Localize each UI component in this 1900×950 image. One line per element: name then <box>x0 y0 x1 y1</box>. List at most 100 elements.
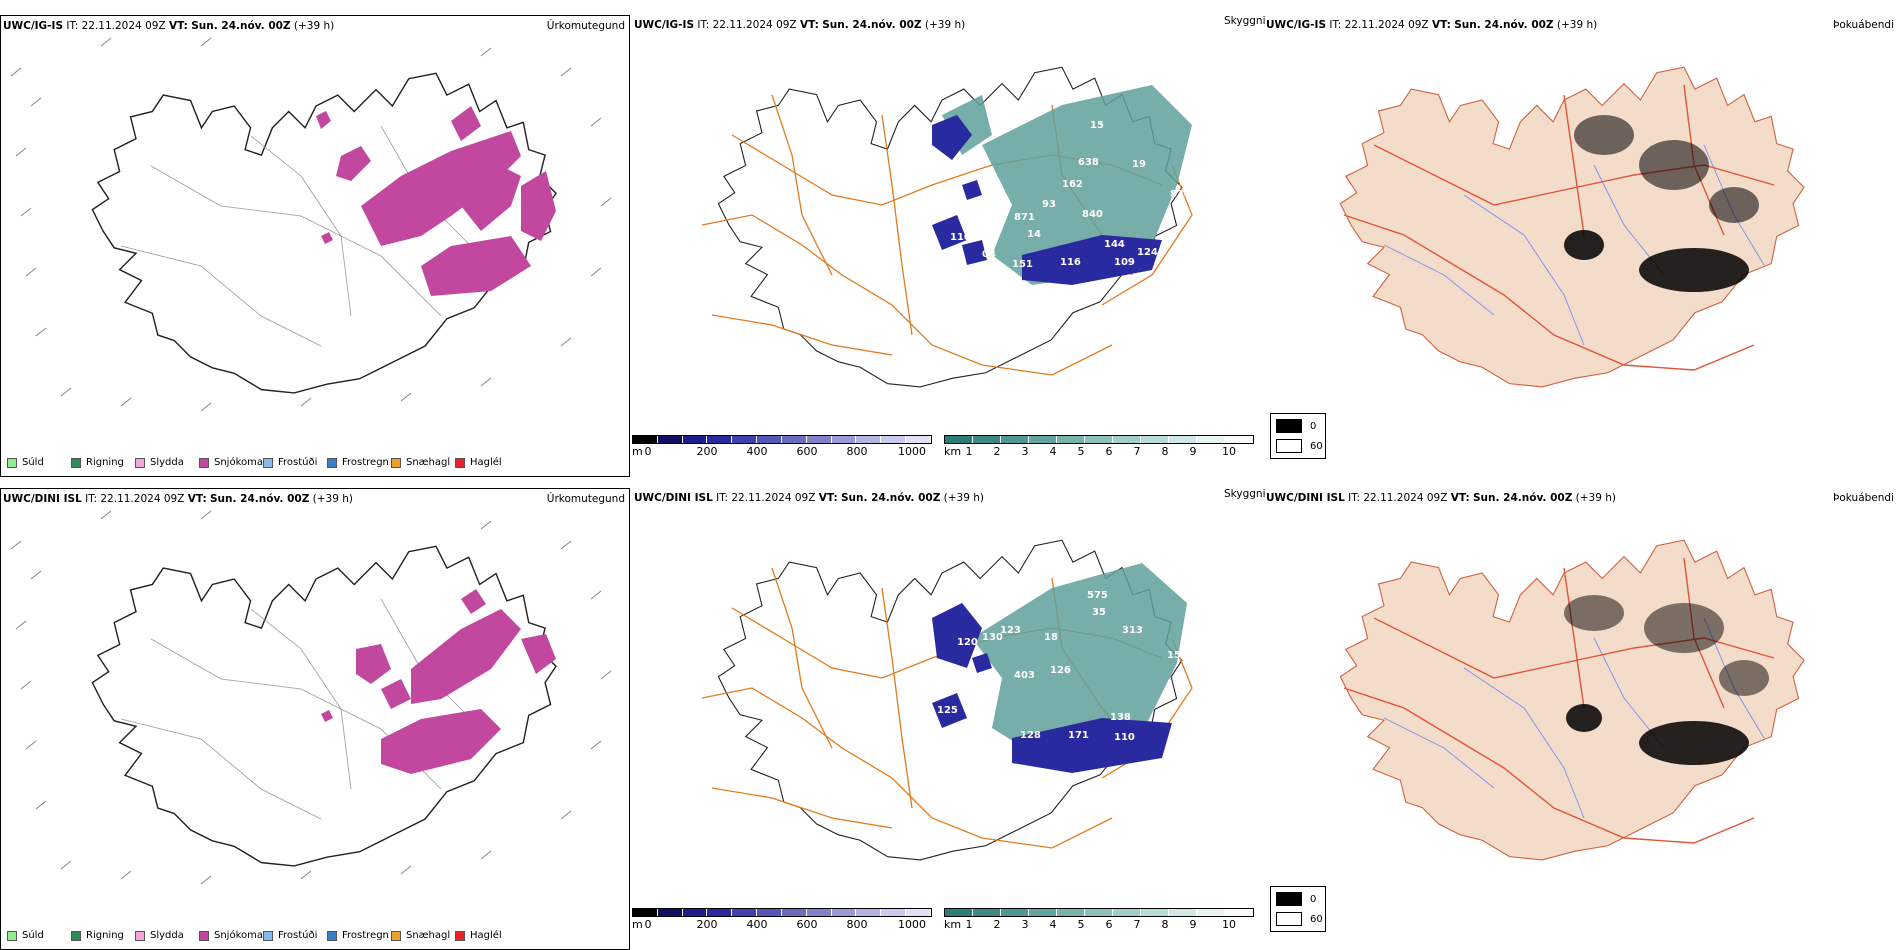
colorbar-tick: 10 <box>1222 918 1236 931</box>
legend-item: Haglél <box>455 930 515 941</box>
legend-item: Frostúði <box>263 457 323 468</box>
colorbar-tick: 3 <box>1021 445 1029 458</box>
colorbar-swatch <box>1057 909 1085 916</box>
map-label: 171 <box>1068 730 1089 741</box>
map-label: 04 <box>982 249 996 260</box>
map-label: 109 <box>1114 257 1135 268</box>
colorbar-swatch <box>831 436 857 443</box>
map-label: 840 <box>1082 209 1103 220</box>
colorbar-swatch <box>945 909 973 916</box>
legend-swatch <box>391 457 401 468</box>
map-label: 12 <box>952 157 966 168</box>
map-label: 110 <box>950 232 971 243</box>
legend-item: Rigning <box>71 457 131 468</box>
map-label: 120 <box>957 637 978 648</box>
colorbar-swatch <box>682 436 708 443</box>
map-label: 93 <box>1042 199 1056 210</box>
fog-legend-swatch <box>1276 892 1302 906</box>
colorbar-tick: 1 <box>965 445 973 458</box>
map-label: 18 <box>1044 632 1058 643</box>
precip-legend: Súld Rigning Slydda Snjókoma Frostúði Fr… <box>7 930 519 941</box>
cloud-map: 575 35 313 10 123 130 18 403 126 125 128… <box>701 539 1193 861</box>
colorbar-swatch <box>633 909 658 916</box>
panel-title: Skyggni <box>1224 15 1266 27</box>
colorbar-swatches <box>944 435 1254 444</box>
panel-title: Úrkomutegund <box>546 493 625 505</box>
map-label: 871 <box>1014 212 1035 223</box>
precip-map <box>10 510 612 885</box>
legend-item: Súld <box>7 457 67 468</box>
map-label: 14 <box>1027 229 1041 240</box>
colorbar-swatch <box>1057 436 1085 443</box>
legend-swatch <box>263 930 273 941</box>
legend-item: Súld <box>7 930 67 941</box>
colorbar-tick: 10 <box>1222 445 1236 458</box>
ceiling-colorbar: m 0 200 400 600 800 1000 <box>632 908 932 931</box>
legend-item: Frostregn <box>327 930 389 941</box>
visibility-colorbar: km 1 2 3 4 5 6 7 8 9 10 <box>944 435 1254 458</box>
colorbar-tick: 0 <box>644 445 652 458</box>
map-label: 125 <box>937 705 958 716</box>
colorbar-tick: 8 <box>1161 918 1169 931</box>
colorbar-tick: 4 <box>1049 445 1057 458</box>
fog-panel-row2: UWC/DINI ISL IT: 22.11.2024 09Z VT: Sun.… <box>1264 488 1894 950</box>
precip-panel-row2: UWC/DINI ISL IT: 22.11.2024 09Z VT: Sun.… <box>0 488 630 950</box>
map-label: 19 <box>1132 159 1146 170</box>
colorbar-swatch <box>881 909 907 916</box>
colorbar-tick: 600 <box>796 918 818 931</box>
colorbar-tick: 9 <box>1189 445 1197 458</box>
colorbar-swatch <box>781 436 807 443</box>
colorbar-tick: 2 <box>993 918 1001 931</box>
map-label: 575 <box>1087 590 1108 601</box>
legend-swatch <box>135 930 145 941</box>
map-label: 313 <box>1122 625 1143 636</box>
precip-legend: Súld Rigning Slydda Snjókoma Frostúði Fr… <box>7 457 519 468</box>
colorbar-swatches <box>632 435 932 444</box>
precip-map <box>10 37 612 412</box>
colorbar-tick: 400 <box>746 445 768 458</box>
legend-swatch <box>391 930 401 941</box>
colorbar-tick: 1000 <box>898 918 926 931</box>
map-label: 130 <box>982 632 1003 643</box>
colorbar-tick: 7 <box>1133 918 1141 931</box>
colorbar-swatch <box>806 436 832 443</box>
panel-header: UWC/DINI ISL IT: 22.11.2024 09Z VT: Sun.… <box>3 493 354 505</box>
colorbar-swatch <box>757 436 782 443</box>
colorbar-swatch <box>732 436 758 443</box>
fog-map <box>1339 539 1805 861</box>
legend-swatch <box>7 457 17 468</box>
map-label: 162 <box>1062 179 1083 190</box>
colorbar-swatch <box>1001 909 1029 916</box>
colorbar-swatch <box>707 436 733 443</box>
fog-legend-swatch <box>1276 439 1302 453</box>
legend-swatch <box>135 457 145 468</box>
map-label: 116 <box>1060 257 1081 268</box>
legend-item: Snæhagl <box>391 930 451 941</box>
colorbar-swatch <box>1169 436 1197 443</box>
fog-legend-row: 0 <box>1276 892 1316 906</box>
colorbar-tick: 3 <box>1021 918 1029 931</box>
colorbar-swatch <box>1197 436 1225 443</box>
legend-swatch <box>7 930 17 941</box>
map-label: 110 <box>1114 732 1135 743</box>
legend-swatch <box>71 457 81 468</box>
fog-legend-row: 0 <box>1276 419 1316 433</box>
map-label: 638 <box>1078 157 1099 168</box>
legend-item: Frostúði <box>263 930 323 941</box>
map-label: 403 <box>1014 670 1035 681</box>
colorbar-swatch <box>1085 436 1113 443</box>
panel-header: UWC/IG-IS IT: 22.11.2024 09Z VT: Sun. 24… <box>3 20 335 32</box>
colorbar-unit: km <box>944 445 962 458</box>
colorbar-swatch <box>1085 909 1113 916</box>
legend-swatch <box>327 930 337 941</box>
colorbar-tick: 1000 <box>898 445 926 458</box>
map-label: 126 <box>1050 665 1071 676</box>
colorbar-tick: 200 <box>696 918 718 931</box>
colorbar-swatch <box>1225 436 1253 443</box>
map-label: 153 <box>1167 650 1188 661</box>
colorbar-swatch <box>945 436 973 443</box>
colorbar-swatch <box>633 436 658 443</box>
colorbar-swatch <box>781 909 807 916</box>
panel-header: UWC/DINI ISL IT: 22.11.2024 09Z VT: Sun.… <box>1266 492 1617 504</box>
colorbar-tick: 6 <box>1105 445 1113 458</box>
